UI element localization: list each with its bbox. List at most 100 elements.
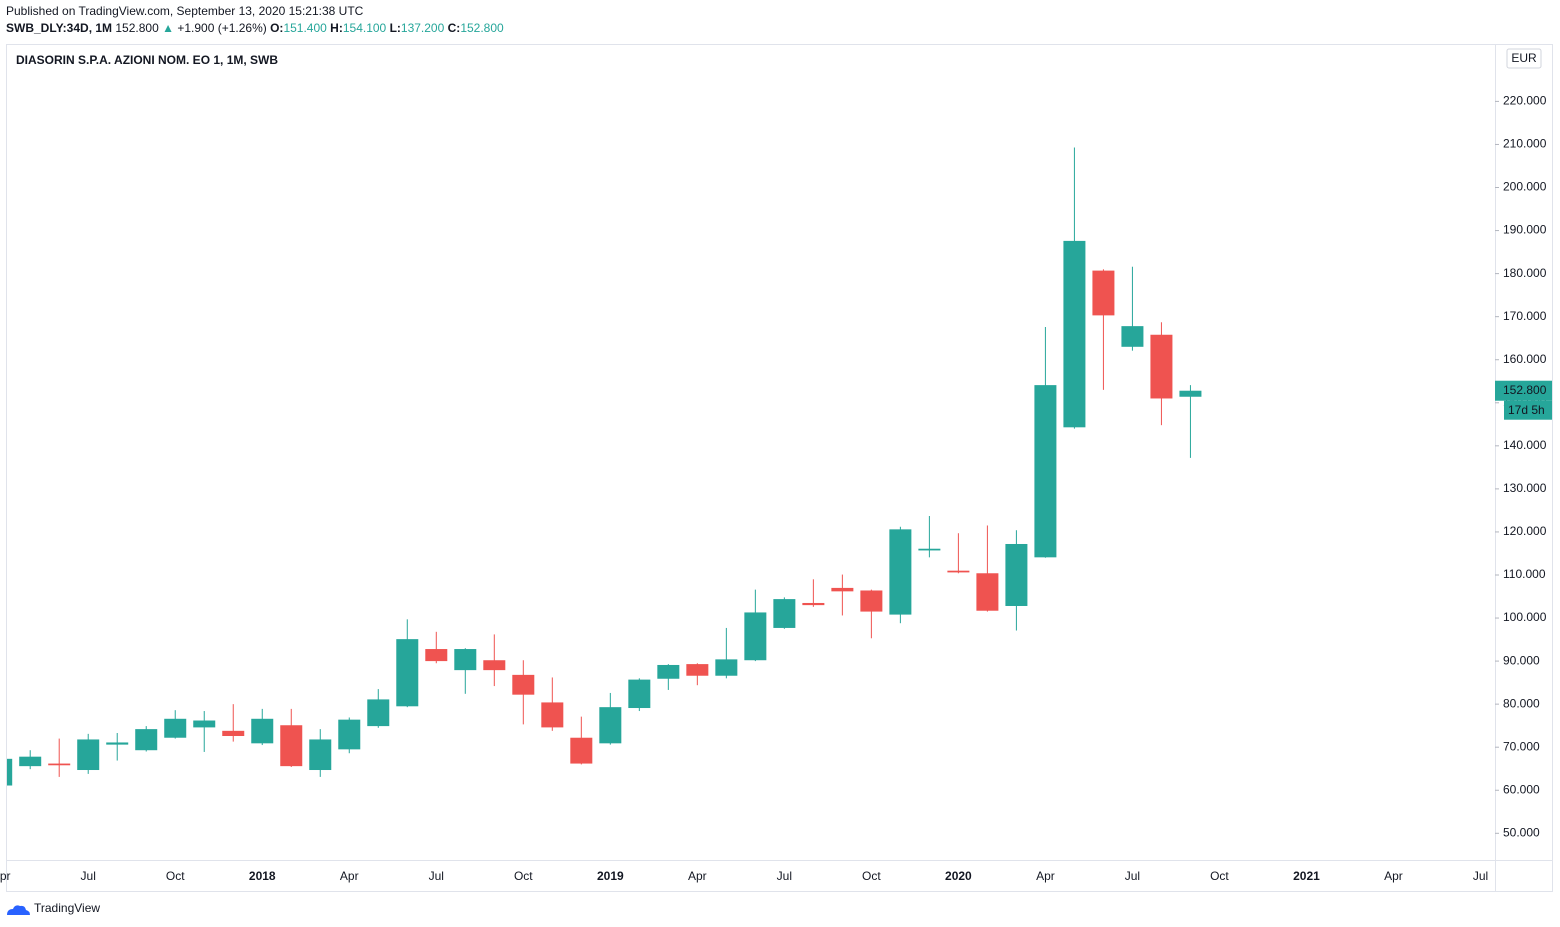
- candle-body: [802, 602, 825, 606]
- y-tick-label: 140.000: [1503, 438, 1547, 452]
- candle-body: [1063, 240, 1086, 428]
- candle-body: [48, 763, 71, 766]
- y-tick-label: 60.000: [1503, 782, 1540, 796]
- currency: EUR: [1511, 51, 1537, 65]
- x-tick-label: Jul: [1473, 869, 1488, 883]
- candle-body: [454, 649, 477, 671]
- candle-body: [77, 739, 100, 771]
- candle-body: [483, 660, 506, 671]
- logo: TradingView: [7, 901, 100, 915]
- candle-body: [338, 719, 361, 750]
- published-note: Published on TradingView.com, September …: [6, 4, 364, 18]
- candle-body: [599, 707, 622, 744]
- y-tick-label: 200.000: [1503, 180, 1547, 194]
- candle-body: [251, 718, 274, 744]
- candle-body: [396, 639, 419, 707]
- y-tick-label: 90.000: [1503, 653, 1540, 667]
- x-tick-label: Jul: [429, 869, 444, 883]
- candle-body: [831, 587, 854, 592]
- last-price-label: 152.800: [1503, 383, 1547, 397]
- y-tick-label: 100.000: [1503, 610, 1547, 624]
- brand: TradingView: [34, 901, 100, 915]
- x-tick-label: 2018: [249, 869, 276, 883]
- y-tick-label: 180.000: [1503, 266, 1547, 280]
- candle-body: [135, 729, 158, 751]
- x-tick-label: Jul: [777, 869, 792, 883]
- candle-body: [570, 737, 593, 764]
- candle-body: [918, 548, 941, 551]
- h-label: H:: [330, 21, 343, 35]
- chart-frame: [6, 44, 1553, 892]
- symbol-line: SWB_DLY:34D, 1M 152.800 ▲ +1.900 (+1.26%…: [6, 21, 504, 35]
- x-tick-label: Apr: [1384, 869, 1403, 883]
- candle-body: [889, 529, 912, 615]
- symbol: SWB_DLY:34D, 1M: [6, 21, 112, 35]
- c-value: 152.800: [460, 21, 504, 35]
- candle-body: [164, 718, 187, 738]
- l-value: 137.200: [401, 21, 445, 35]
- x-tick-label: 2019: [597, 869, 624, 883]
- chart-title: DIASORIN S.P.A. AZIONI NOM. EO 1, 1M, SW…: [16, 53, 278, 67]
- candle-body: [222, 730, 245, 737]
- candle-body: [193, 720, 216, 728]
- candle-body: [1034, 385, 1057, 558]
- candle-body: [512, 674, 535, 695]
- y-tick-label: 110.000: [1503, 567, 1546, 581]
- candle-body: [976, 573, 999, 611]
- y-tick-label: 130.000: [1503, 481, 1547, 495]
- currency-box: [1506, 48, 1542, 69]
- change: +1.900 (+1.26%): [177, 21, 266, 35]
- candle-body: [1150, 334, 1173, 399]
- y-tick-label: 210.000: [1503, 137, 1547, 151]
- candle-body: [1179, 390, 1202, 397]
- y-tick-label: 70.000: [1503, 739, 1540, 753]
- candle-body: [1005, 543, 1028, 606]
- x-tick-label: Oct: [166, 869, 185, 883]
- y-tick-label: 170.000: [1503, 309, 1547, 323]
- y-tick-label: 80.000: [1503, 696, 1540, 710]
- y-tick-label: 120.000: [1503, 524, 1547, 538]
- c-label: C:: [448, 21, 461, 35]
- candle-body: [106, 742, 129, 745]
- x-tick-label: Oct: [862, 869, 881, 883]
- candle-body: [773, 599, 796, 628]
- h-value: 154.100: [343, 21, 387, 35]
- candle-body: [744, 612, 767, 661]
- o-label: O:: [270, 21, 283, 35]
- x-tick-label: Apr: [340, 869, 359, 883]
- x-tick-label: 2021: [1293, 869, 1320, 883]
- candle-body: [686, 664, 709, 676]
- y-tick-label: 160.000: [1503, 352, 1547, 366]
- y-tick-label: 220.000: [1503, 94, 1547, 108]
- arrow: ▲: [162, 21, 174, 35]
- candle-body: [425, 649, 448, 662]
- countdown-tag: [1504, 400, 1552, 420]
- x-tick-label: Oct: [1210, 869, 1229, 883]
- y-tick-label: 50.000: [1503, 825, 1540, 839]
- candle-body: [280, 725, 303, 767]
- l-label: L:: [390, 21, 401, 35]
- x-tick-label: 2020: [945, 869, 972, 883]
- x-tick-label: Jul: [81, 869, 96, 883]
- candle-body: [947, 570, 970, 573]
- x-tick-label: Apr: [688, 869, 707, 883]
- candle-body: [7, 758, 13, 786]
- logo-icon: [7, 905, 30, 915]
- o-value: 151.400: [283, 21, 327, 35]
- candle-body: [657, 664, 680, 679]
- x-tick-label: Apr: [0, 869, 11, 883]
- candle-body: [1121, 326, 1144, 347]
- candle-body: [628, 679, 651, 709]
- candle-body: [1092, 270, 1115, 316]
- x-tick-label: Oct: [514, 869, 533, 883]
- candle-body: [541, 702, 564, 728]
- last-price-tag: [1495, 380, 1552, 401]
- candle-body: [715, 659, 738, 676]
- y-tick-label: 190.000: [1503, 223, 1547, 237]
- candle-body: [860, 590, 883, 612]
- candle-body: [367, 699, 390, 727]
- x-tick-label: Apr: [1036, 869, 1055, 883]
- countdown: 17d 5h: [1508, 403, 1545, 417]
- x-tick-label: Jul: [1125, 869, 1140, 883]
